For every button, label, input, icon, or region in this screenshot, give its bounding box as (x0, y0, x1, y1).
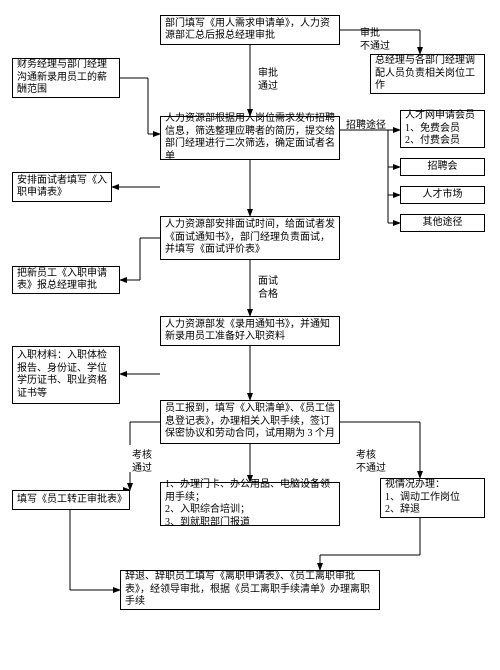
node-salary-scope: 财务经理与部门经理沟通新录用员工的薪酬范围 (12, 58, 120, 98)
node-interview: 人力资源部安排面试时间，给面试者发《面试通知书》，部门经理负责面试，并填写《面试… (160, 216, 340, 260)
node-fail-action: 视情况办理： 1、调动工作岗位 2、辞退 (380, 478, 485, 518)
label-approve-pass: 审批 通过 (258, 68, 278, 93)
node-offer: 人力资源部发《录用通知书》，并通知新录用员工准备好入职资料 (160, 316, 340, 346)
label-interview-pass: 面试 合格 (258, 276, 278, 301)
node-newemp-approve: 把新员工《入职申请表》报总经理审批 (12, 266, 120, 294)
node-route-market: 人才市场 (400, 186, 485, 204)
label-recruit-route: 招聘途径 (346, 120, 386, 133)
label-assessment-pass: 考核 通过 (132, 450, 152, 475)
node-materials: 入职材料：入职体检报告、身份证、学位学历证书、职业资格证书等 (12, 346, 120, 404)
node-route-jobfair: 招聘会 (400, 158, 485, 176)
node-start: 部门填写《用人需求申请单》，人力资源部汇总后报总经理审批 (160, 15, 340, 45)
node-route-other: 其他途径 (400, 214, 485, 232)
label-approve-fail: 审批 不通过 (360, 28, 390, 53)
node-onboard: 员工报到，填写《入职清单》、《员工信息登记表》，办理相关入职手续，签订保密协议和… (160, 400, 340, 444)
node-onboard-proc: 1、办理门卡、办公用品、电脑设备领用手续； 2、入职综合培训； 3、到就职部门报… (160, 482, 340, 526)
node-route-web: 人才网申请会员 1、免费会员 2、付费会员 (400, 110, 485, 148)
label-assessment-fail: 考核 不通过 (356, 450, 386, 475)
node-leave: 辞退、辞职员工填写《离职申请表》、《员工离职审批表》，经领导审批，根据《员工离职… (120, 570, 380, 610)
flowchart-canvas: 部门填写《用人需求申请单》，人力资源部汇总后报总经理审批 财务经理与部门经理沟通… (0, 0, 500, 670)
node-entry-apply-form: 安排面试者填写《入职申请表》 (12, 172, 112, 202)
node-publish-recruit: 人力资源部根据用人岗位需求发布招聘信息，筛选整理应聘者的简历，提交给部门经理进行… (160, 116, 340, 160)
node-pass-form: 填写《员工转正审批表》 (12, 490, 130, 510)
node-gm-assign: 总经理与各部门经理调配人员负责相关岗位工作 (370, 54, 485, 94)
